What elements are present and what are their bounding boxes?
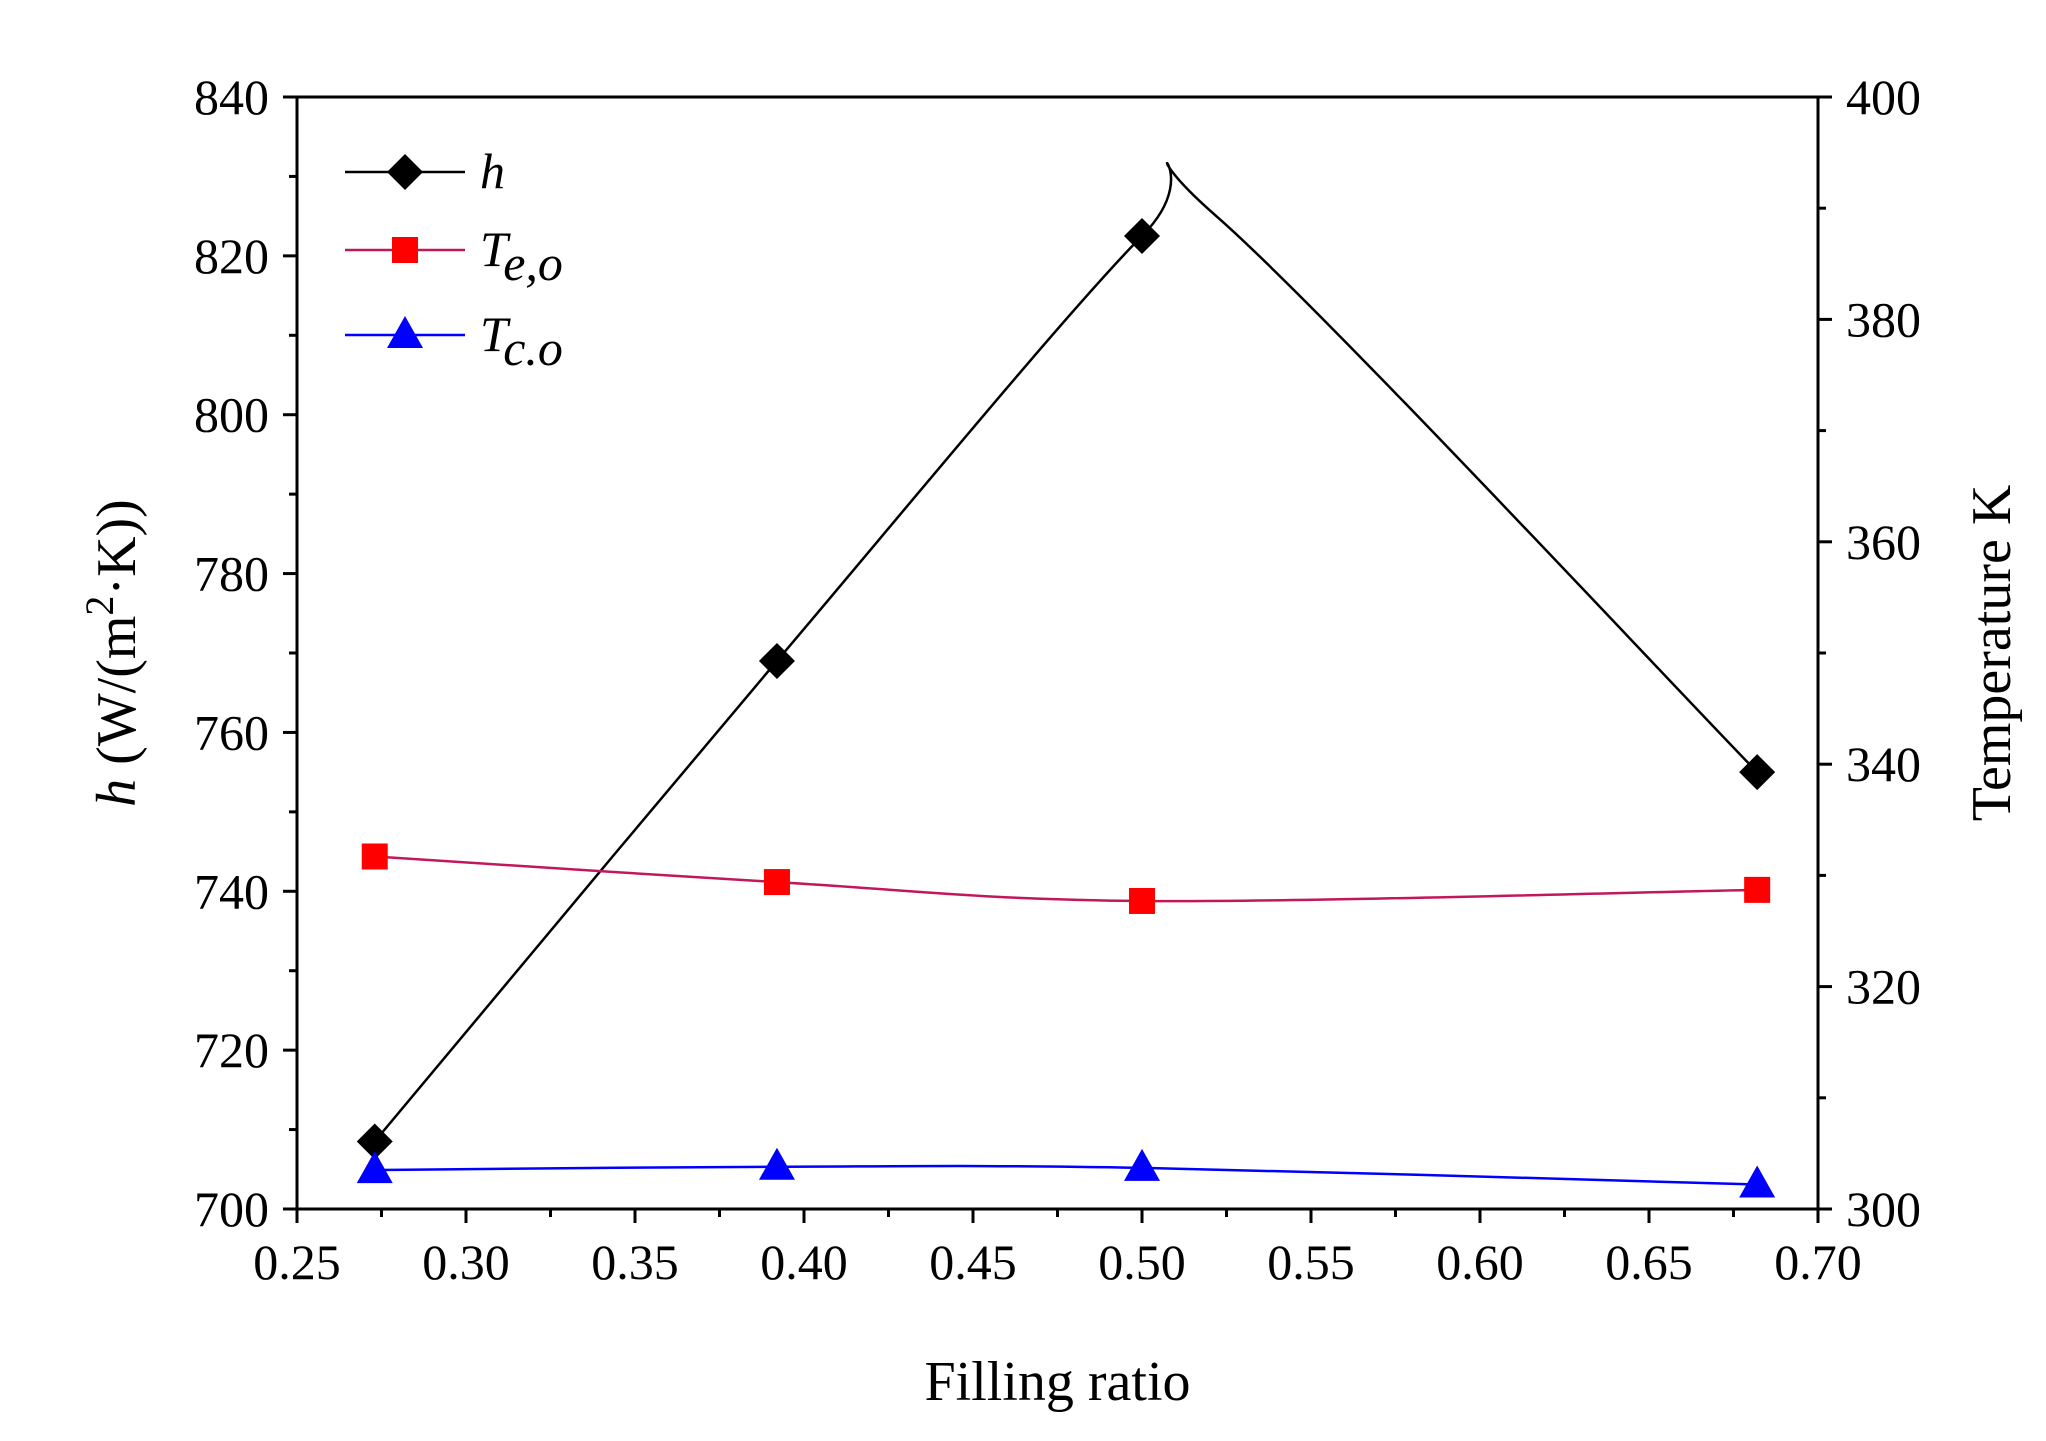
y-right-axis-title: Temperature K <box>1961 485 2023 822</box>
x-tick-label: 0.30 <box>422 1234 510 1290</box>
y-right-tick-label: 320 <box>1846 959 1921 1015</box>
x-tick-label: 0.70 <box>1774 1234 1862 1290</box>
x-tick-label: 0.60 <box>1436 1234 1524 1290</box>
x-tick-label: 0.65 <box>1605 1234 1693 1290</box>
y-left-axis-title: h (W/(m2·K)) <box>77 499 148 807</box>
y-right-tick-label: 400 <box>1846 69 1921 125</box>
y-left-tick-label: 840 <box>194 69 269 125</box>
data-point-h <box>1124 218 1160 254</box>
x-tick-label: 0.35 <box>591 1234 679 1290</box>
y-left-tick-label: 700 <box>194 1181 269 1237</box>
y-left-tick-label: 800 <box>194 387 269 443</box>
data-point-h <box>758 642 795 679</box>
y-left-tick-label: 740 <box>194 863 269 919</box>
y-left-tick-label: 780 <box>194 546 269 602</box>
data-point-tc-o <box>1124 1148 1160 1181</box>
legend-label-te-o: Te,o <box>480 221 563 291</box>
y-right-tick-label: 360 <box>1846 514 1921 570</box>
legend-label-h: h <box>480 143 505 199</box>
y-right-axis-title-text: Temperature K <box>1961 485 2023 822</box>
legend-marker-tc-o <box>387 316 423 348</box>
y-right-tick-label: 340 <box>1846 736 1921 792</box>
series-line-te-o <box>374 855 1758 903</box>
x-tick-label: 0.45 <box>929 1234 1017 1290</box>
legend-marker-h <box>387 154 423 190</box>
data-point-tc-o <box>1739 1165 1776 1198</box>
data-point-h <box>1739 754 1776 791</box>
x-tick-label: 0.50 <box>1098 1234 1186 1290</box>
legend-marker-te-o <box>392 237 418 263</box>
data-point-te-o <box>763 869 790 896</box>
y-left-tick-label: 820 <box>194 228 269 284</box>
y-left-axis-title-text: h (W/(m2·K)) <box>77 499 148 807</box>
y-left-tick-label: 760 <box>194 704 269 760</box>
x-axis-title: Filling ratio <box>925 1351 1191 1413</box>
data-point-tc-o <box>356 1151 393 1184</box>
data-point-h <box>356 1123 393 1160</box>
series-line-tc-o <box>374 1164 1758 1186</box>
x-tick-label: 0.55 <box>1267 1234 1355 1290</box>
y-right-tick-label: 300 <box>1846 1181 1921 1237</box>
data-point-te-o <box>361 843 388 870</box>
data-point-te-o <box>1129 887 1155 914</box>
y-left-tick-label: 720 <box>194 1022 269 1078</box>
x-tick-label: 0.25 <box>253 1234 341 1290</box>
data-point-tc-o <box>758 1147 795 1180</box>
x-tick-label: 0.40 <box>760 1234 848 1290</box>
legend-label-tc-o: Tc.o <box>480 306 563 376</box>
data-point-te-o <box>1744 876 1771 903</box>
y-right-tick-label: 380 <box>1846 291 1921 347</box>
series-line-h <box>373 161 1759 1143</box>
